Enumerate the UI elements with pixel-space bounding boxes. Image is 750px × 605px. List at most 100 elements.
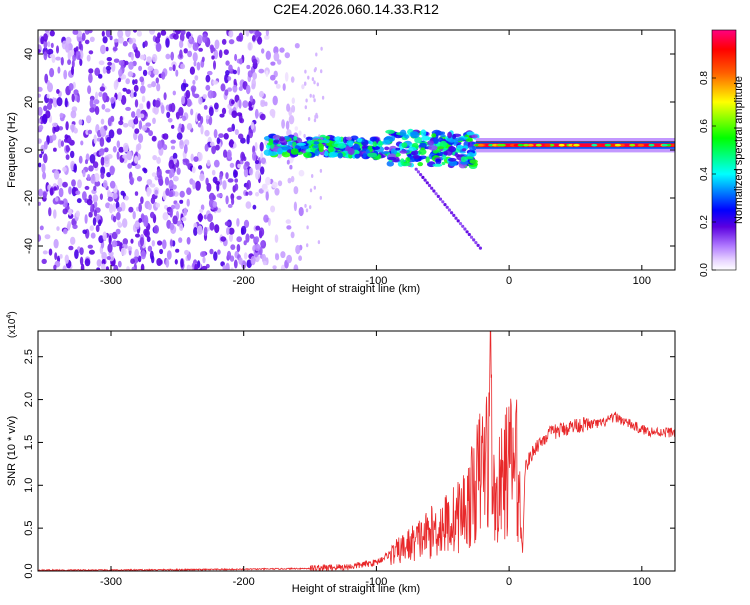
- noise-blob: [254, 243, 261, 252]
- noise-blob: [51, 134, 57, 141]
- noise-blob: [98, 60, 105, 66]
- noise-blob: [178, 123, 182, 129]
- noise-blob: [125, 30, 131, 38]
- transition-blob: [331, 152, 339, 157]
- spectrogram-x-tick-label: -200: [233, 275, 255, 287]
- noise-blob: [298, 169, 305, 177]
- noise-blob: [62, 198, 68, 208]
- signal-blob: [591, 143, 598, 147]
- transition-blob: [462, 148, 467, 152]
- noise-blob: [132, 43, 137, 50]
- noise-blob: [198, 47, 204, 52]
- noise-blob: [53, 209, 57, 219]
- noise-blob: [162, 133, 169, 140]
- noise-blob: [105, 65, 112, 71]
- noise-blob: [44, 30, 50, 34]
- noise-blob: [133, 30, 137, 33]
- noise-blob: [228, 30, 234, 38]
- noise-blob: [193, 227, 198, 236]
- noise-blob: [265, 191, 269, 201]
- noise-blob: [189, 66, 195, 75]
- noise-blob: [307, 75, 310, 80]
- noise-blob: [315, 52, 318, 57]
- noise-blob: [156, 156, 161, 164]
- noise-blob: [38, 86, 43, 92]
- noise-blob: [105, 202, 111, 209]
- noise-blob: [205, 84, 211, 91]
- noise-blob: [79, 256, 84, 266]
- noise-blob: [183, 207, 188, 216]
- noise-blob: [165, 38, 170, 48]
- noise-blob: [98, 151, 105, 156]
- transition-blob: [427, 140, 435, 146]
- colorbar-ticks: 0.0 0.2 0.4 0.6 0.8: [699, 71, 716, 277]
- transition-blob: [414, 136, 422, 144]
- noise-blob: [153, 225, 159, 234]
- noise-blob: [98, 91, 103, 98]
- noise-blob: [44, 234, 51, 240]
- noise-blob: [240, 225, 247, 235]
- noise-blob: [319, 168, 323, 173]
- noise-blob: [73, 89, 79, 95]
- noise-blob: [168, 159, 175, 170]
- noise-blob: [122, 238, 128, 246]
- transition-blob: [440, 131, 445, 135]
- snr-y-tick-group: 0.5: [23, 520, 35, 535]
- noise-blob: [186, 198, 190, 207]
- noise-blob: [242, 100, 249, 108]
- noise-blob: [110, 97, 115, 104]
- noise-blob: [194, 263, 198, 270]
- tail-blob: [423, 178, 427, 182]
- noise-blob: [281, 119, 285, 129]
- spectrogram-y-ticks: -40 -20 0 20 40: [23, 48, 675, 254]
- noise-blob: [182, 115, 187, 122]
- noise-blob: [117, 221, 122, 227]
- noise-blob: [246, 182, 249, 191]
- noise-blob: [126, 150, 133, 161]
- noise-blob: [179, 139, 185, 150]
- transition-blob: [354, 153, 360, 159]
- noise-blob: [129, 176, 134, 186]
- tail-blob: [447, 208, 451, 212]
- noise-blob: [309, 205, 312, 210]
- snr-y-tick-group: 0.0: [23, 563, 35, 578]
- noise-blob: [280, 264, 286, 270]
- noise-blob: [245, 84, 251, 95]
- noise-blob: [70, 150, 75, 159]
- noise-blob: [295, 244, 301, 255]
- noise-blob: [232, 69, 237, 75]
- noise-blob: [105, 30, 112, 38]
- noise-blob: [233, 169, 237, 179]
- noise-blob: [80, 263, 85, 270]
- noise-blob: [122, 154, 128, 159]
- transition-blob: [356, 138, 363, 143]
- noise-blob: [243, 164, 247, 171]
- tail-blob: [472, 238, 476, 242]
- noise-blob: [204, 143, 209, 152]
- noise-blob: [79, 50, 84, 60]
- noise-blob: [313, 118, 317, 123]
- noise-blob: [101, 251, 107, 261]
- noise-blob: [172, 175, 179, 182]
- noise-blob: [134, 99, 139, 108]
- noise-blob: [130, 258, 136, 265]
- noise-blob: [46, 102, 53, 111]
- noise-blob: [175, 69, 179, 77]
- noise-blob: [102, 92, 107, 102]
- transition-blob: [337, 152, 343, 159]
- tail-blob: [441, 200, 445, 204]
- noise-blob: [262, 260, 267, 266]
- noise-blob: [167, 118, 173, 123]
- noise-blob: [227, 87, 233, 92]
- noise-blob: [191, 166, 196, 174]
- noise-blob: [246, 259, 252, 269]
- snr-multiplier-exponent: 4: [6, 315, 13, 319]
- noise-blob: [186, 237, 191, 245]
- noise-blob: [200, 251, 206, 258]
- noise-blob: [190, 153, 194, 162]
- noise-blob: [214, 102, 219, 110]
- noise-blob: [238, 86, 243, 92]
- noise-blob: [217, 249, 221, 255]
- noise-blob: [261, 157, 266, 164]
- noise-blob: [93, 185, 97, 191]
